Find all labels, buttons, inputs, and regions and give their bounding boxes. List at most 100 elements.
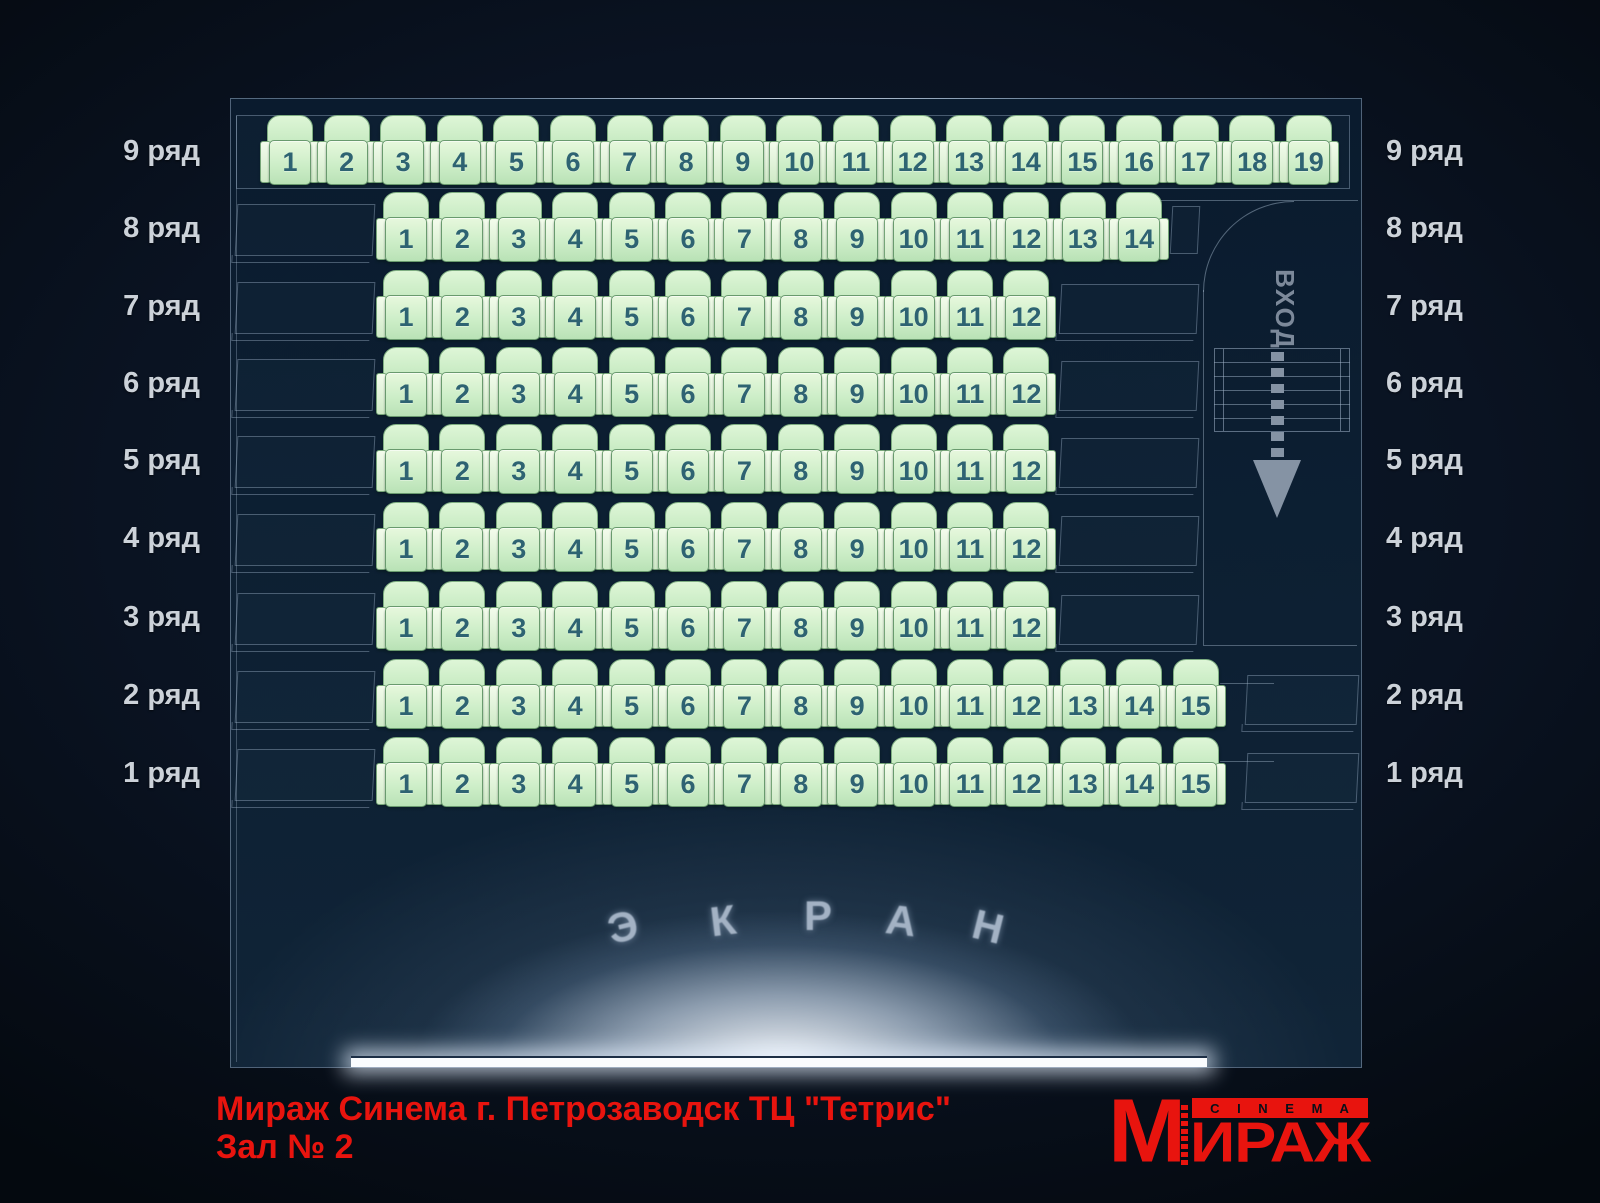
seat-row9-11[interactable]: 11 <box>826 115 886 185</box>
seat-row4-9[interactable]: 9 <box>827 502 888 572</box>
seat-row2-12[interactable]: 12 <box>996 659 1057 729</box>
seat-row7-12[interactable]: 12 <box>996 270 1057 340</box>
seat-row2-7[interactable]: 7 <box>714 659 775 729</box>
seat-row6-6[interactable]: 6 <box>658 347 718 417</box>
seat-row2-1[interactable]: 1 <box>376 659 436 729</box>
seat-row1-11[interactable]: 11 <box>940 737 1000 807</box>
seat-row1-9[interactable]: 9 <box>827 737 888 807</box>
seat-row8-7[interactable]: 7 <box>714 192 775 262</box>
seat-row9-10[interactable]: 10 <box>769 115 830 185</box>
seat-row7-9[interactable]: 9 <box>827 270 888 340</box>
seat-row5-7[interactable]: 7 <box>714 424 775 494</box>
seat-row9-12[interactable]: 12 <box>882 115 943 185</box>
seat-row9-1[interactable]: 1 <box>260 115 320 185</box>
seat-row1-4[interactable]: 4 <box>545 737 606 807</box>
seat-row1-2[interactable]: 2 <box>432 737 493 807</box>
seat-row2-6[interactable]: 6 <box>658 659 718 729</box>
seat-row9-5[interactable]: 5 <box>486 115 547 185</box>
seat-row2-4[interactable]: 4 <box>545 659 606 729</box>
seat-row5-4[interactable]: 4 <box>545 424 606 494</box>
seat-row2-5[interactable]: 5 <box>601 659 662 729</box>
seat-row8-1[interactable]: 1 <box>376 192 436 262</box>
seat-row8-11[interactable]: 11 <box>940 192 1000 262</box>
seat-row8-5[interactable]: 5 <box>601 192 662 262</box>
seat-row4-4[interactable]: 4 <box>545 502 606 572</box>
seat-row3-3[interactable]: 3 <box>488 581 549 651</box>
seat-row1-13[interactable]: 13 <box>1052 737 1113 807</box>
seat-row7-10[interactable]: 10 <box>883 270 944 340</box>
seat-row9-18[interactable]: 18 <box>1222 115 1283 185</box>
seat-row9-16[interactable]: 16 <box>1109 115 1169 185</box>
seat-row3-12[interactable]: 12 <box>996 581 1057 651</box>
seat-row7-6[interactable]: 6 <box>658 270 718 340</box>
seat-row4-7[interactable]: 7 <box>714 502 775 572</box>
seat-row4-12[interactable]: 12 <box>996 502 1057 572</box>
seat-row4-8[interactable]: 8 <box>770 502 831 572</box>
seat-row8-10[interactable]: 10 <box>883 192 944 262</box>
seat-row5-8[interactable]: 8 <box>770 424 831 494</box>
seat-row9-7[interactable]: 7 <box>599 115 660 185</box>
seat-row4-3[interactable]: 3 <box>488 502 549 572</box>
seat-row1-15[interactable]: 15 <box>1165 737 1226 807</box>
seat-row9-2[interactable]: 2 <box>316 115 377 185</box>
seat-row3-11[interactable]: 11 <box>940 581 1000 651</box>
seat-row9-4[interactable]: 4 <box>429 115 490 185</box>
seat-row7-7[interactable]: 7 <box>714 270 775 340</box>
seat-row1-3[interactable]: 3 <box>488 737 549 807</box>
seat-row2-2[interactable]: 2 <box>432 659 493 729</box>
seat-row6-12[interactable]: 12 <box>996 347 1057 417</box>
seat-row8-9[interactable]: 9 <box>827 192 888 262</box>
seat-row6-11[interactable]: 11 <box>940 347 1000 417</box>
seat-row4-2[interactable]: 2 <box>432 502 493 572</box>
seat-row6-9[interactable]: 9 <box>827 347 888 417</box>
seat-row3-9[interactable]: 9 <box>827 581 888 651</box>
seat-row6-7[interactable]: 7 <box>714 347 775 417</box>
seat-row7-8[interactable]: 8 <box>770 270 831 340</box>
seat-row8-4[interactable]: 4 <box>545 192 606 262</box>
seat-row6-2[interactable]: 2 <box>432 347 493 417</box>
seat-row6-8[interactable]: 8 <box>770 347 831 417</box>
seat-row3-10[interactable]: 10 <box>883 581 944 651</box>
seat-row9-3[interactable]: 3 <box>373 115 434 185</box>
seat-row3-5[interactable]: 5 <box>601 581 662 651</box>
seat-row6-10[interactable]: 10 <box>883 347 944 417</box>
seat-row9-9[interactable]: 9 <box>712 115 773 185</box>
seat-row1-7[interactable]: 7 <box>714 737 775 807</box>
seat-row3-6[interactable]: 6 <box>658 581 718 651</box>
seat-row4-6[interactable]: 6 <box>658 502 718 572</box>
seat-row7-4[interactable]: 4 <box>545 270 606 340</box>
seat-row9-13[interactable]: 13 <box>939 115 1000 185</box>
seat-row9-17[interactable]: 17 <box>1165 115 1226 185</box>
seat-row2-3[interactable]: 3 <box>488 659 549 729</box>
seat-row7-5[interactable]: 5 <box>601 270 662 340</box>
seat-row8-2[interactable]: 2 <box>432 192 493 262</box>
seat-row4-1[interactable]: 1 <box>376 502 436 572</box>
seat-row6-3[interactable]: 3 <box>488 347 549 417</box>
seat-row6-1[interactable]: 1 <box>376 347 436 417</box>
seat-row3-7[interactable]: 7 <box>714 581 775 651</box>
seat-row7-2[interactable]: 2 <box>432 270 493 340</box>
seat-row7-11[interactable]: 11 <box>940 270 1000 340</box>
seat-row8-6[interactable]: 6 <box>658 192 718 262</box>
seat-row8-3[interactable]: 3 <box>488 192 549 262</box>
seat-row3-1[interactable]: 1 <box>376 581 436 651</box>
seat-row9-15[interactable]: 15 <box>1052 115 1113 185</box>
seat-row8-12[interactable]: 12 <box>996 192 1057 262</box>
seat-row2-11[interactable]: 11 <box>940 659 1000 729</box>
seat-row6-4[interactable]: 4 <box>545 347 606 417</box>
seat-row2-15[interactable]: 15 <box>1165 659 1226 729</box>
seat-row5-10[interactable]: 10 <box>883 424 944 494</box>
seat-row1-14[interactable]: 14 <box>1109 737 1170 807</box>
seat-row4-10[interactable]: 10 <box>883 502 944 572</box>
seat-row2-14[interactable]: 14 <box>1109 659 1170 729</box>
seat-row2-9[interactable]: 9 <box>827 659 888 729</box>
seat-row3-8[interactable]: 8 <box>770 581 831 651</box>
seat-row5-11[interactable]: 11 <box>940 424 1000 494</box>
seat-row4-11[interactable]: 11 <box>940 502 1000 572</box>
seat-row1-12[interactable]: 12 <box>996 737 1057 807</box>
seat-row9-8[interactable]: 8 <box>656 115 717 185</box>
seat-row8-14[interactable]: 14 <box>1109 192 1170 262</box>
seat-row9-14[interactable]: 14 <box>995 115 1056 185</box>
seat-row6-5[interactable]: 5 <box>601 347 662 417</box>
seat-row2-8[interactable]: 8 <box>770 659 831 729</box>
